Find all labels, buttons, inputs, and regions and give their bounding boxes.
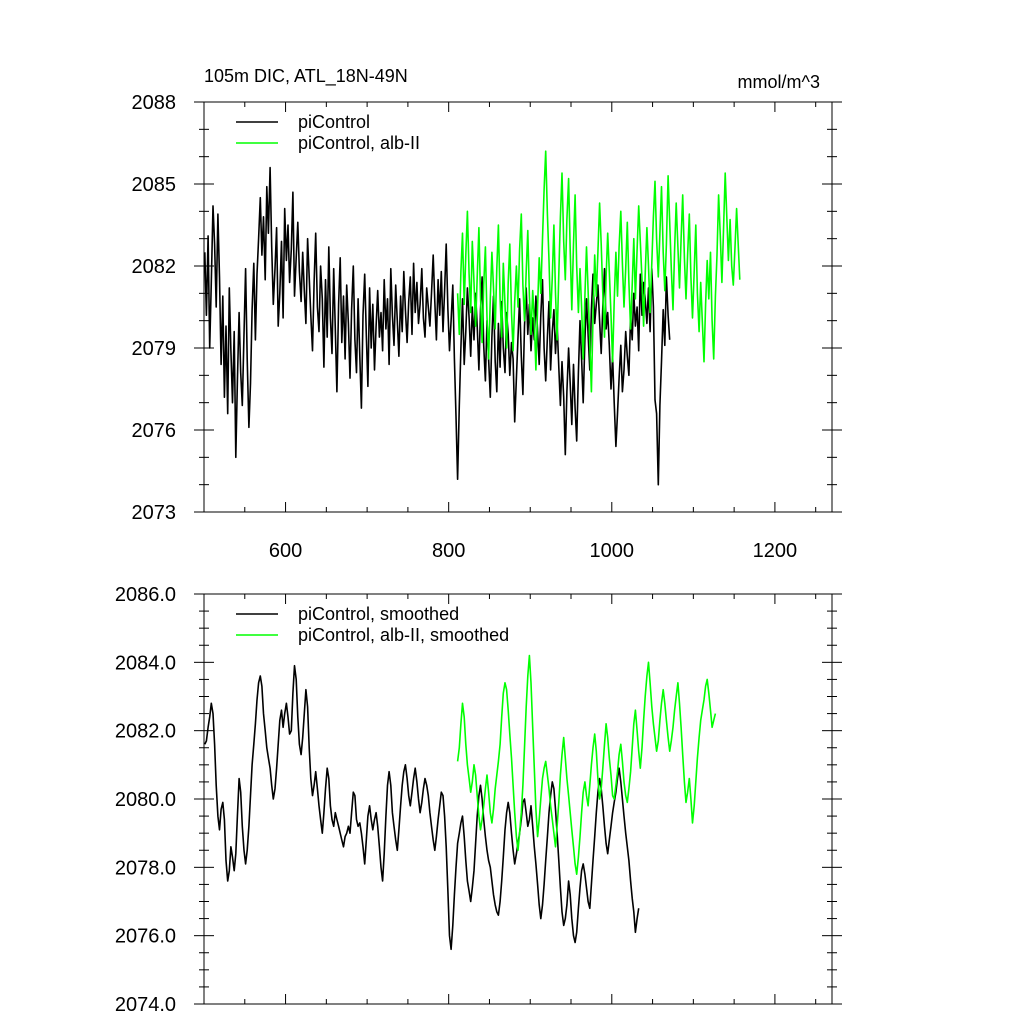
bottom-y-tick-label: 2078.0 [115, 857, 176, 879]
bottom-plot-frame [203, 593, 833, 1005]
bottom-legend-label: piControl, smoothed [298, 604, 459, 624]
top-series-picontrol-line [204, 166, 671, 486]
top-panel: 600 800 1000 1200 2073 2076 2079 2082 2085 2088 pi… [132, 92, 842, 562]
units-label: mmol/m^3 [738, 72, 820, 92]
top-y-tick-label: 2082 [132, 256, 177, 278]
bottom-legend-label: piControl, alb-II, smoothed [298, 625, 509, 645]
top-legend-label: piControl [298, 112, 370, 132]
top-x-tick-label: 1000 [590, 540, 635, 562]
top-plot-frame [203, 101, 833, 513]
bottom-y-tick-label: 2076.0 [115, 926, 176, 948]
top-y-tick-label: 2088 [132, 92, 177, 114]
top-x-tick-label: 800 [432, 540, 465, 562]
bottom-series-picontrol-line [204, 664, 640, 951]
bottom-y-tick-label: 2074.0 [115, 994, 176, 1016]
bottom-panel: 2074.0 2076.0 2078.0 2080.0 2082.0 2084.0 2086… [115, 584, 842, 1016]
bottom-y-tick-label: 2082.0 [115, 721, 176, 743]
top-legend-label: piControl, alb-II [298, 133, 420, 153]
bottom-y-tick-label: 2080.0 [115, 789, 176, 811]
top-x-tick-label: 600 [269, 540, 302, 562]
bottom-y-tick-label: 2084.0 [115, 652, 176, 674]
top-y-tick-label: 2076 [132, 420, 177, 442]
bottom-y-tick-label: 2086.0 [115, 584, 176, 606]
top-y-tick-label: 2073 [132, 502, 177, 524]
figure-title: 105m DIC, ATL_18N-49N [204, 66, 408, 87]
top-y-tick-label: 2079 [132, 338, 177, 360]
top-series-alb-ii-line [456, 150, 741, 393]
bottom-series-alb-ii-line [456, 654, 717, 875]
top-x-tick-label: 1200 [753, 540, 798, 562]
top-y-tick-label: 2085 [132, 174, 177, 196]
